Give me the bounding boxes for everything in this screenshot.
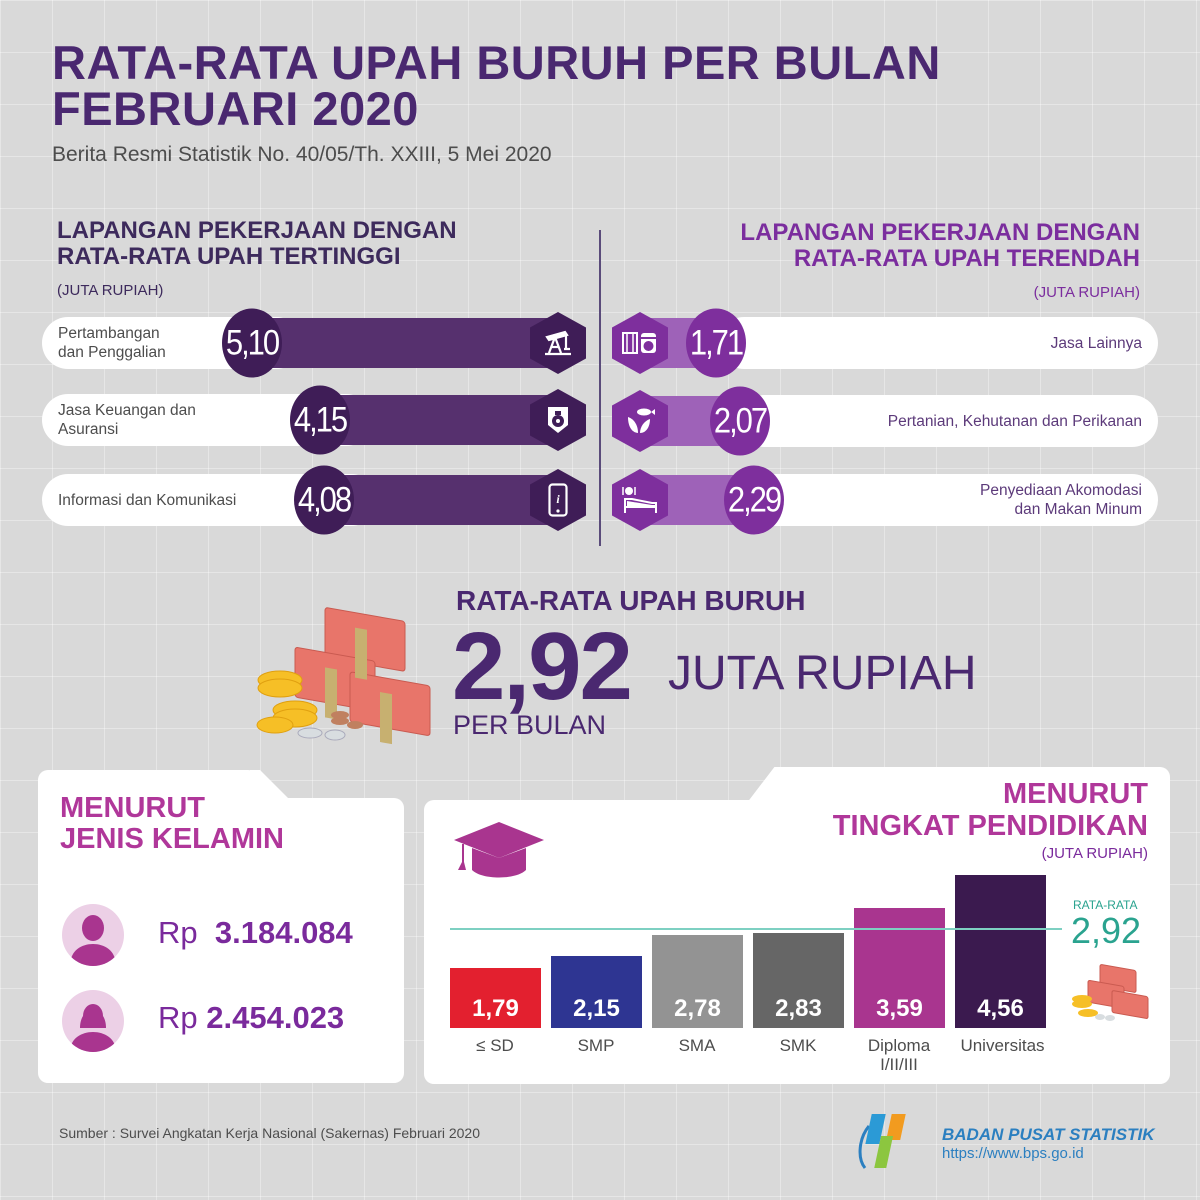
bar-sma: 2,78 <box>652 935 743 1028</box>
value-badge: 1,71 <box>686 308 746 378</box>
value-bar <box>252 318 562 368</box>
value-badge: 4,15 <box>290 385 350 455</box>
label-line-2: dan Penggalian <box>58 344 166 361</box>
label-line-2: dan Makan Minum <box>1014 501 1142 518</box>
average-per-month: PER BULAN <box>453 710 607 740</box>
label-line-1: ≤ SD <box>476 1036 514 1055</box>
unit-label: (JUTA RUPIAH) <box>1033 284 1140 301</box>
money-stack-illustration <box>255 585 440 745</box>
bar-diploma: 3,59 <box>854 908 945 1028</box>
value-bar <box>327 475 562 525</box>
label-line-1: Penyediaan Akomodasi <box>979 482 1142 499</box>
graduation-cap-icon <box>452 822 546 885</box>
category-label-sd: ≤ SD <box>445 1036 545 1055</box>
small-money-stack-illustration <box>1070 955 1152 1028</box>
bar-sd: 1,79 <box>450 968 541 1028</box>
label-line-1: Universitas <box>960 1036 1045 1055</box>
heading-line-2: RATA-RATA UPAH TERENDAH <box>793 245 1140 272</box>
male-wage-value: 3.184.084 <box>214 915 353 950</box>
heading-line-1: LAPANGAN PEKERJAAN DENGAN <box>57 217 457 244</box>
heading-line-1: LAPANGAN PEKERJAAN DENGAN <box>740 219 1140 246</box>
average-value: 2,92 <box>452 613 633 720</box>
highest-wage-heading: LAPANGAN PEKERJAAN DENGAN RATA-RATA UPAH… <box>57 218 457 304</box>
male-avatar-icon <box>62 904 124 966</box>
title-line-2: FEBRUARI 2020 <box>52 82 419 135</box>
currency-label: Rp <box>158 915 198 950</box>
row-label: Pertanian, Kehutanan dan Perikanan <box>738 395 1158 447</box>
heading-line-2: RATA-RATA UPAH TERTINGGI <box>57 243 401 270</box>
category-label-smk: SMK <box>748 1036 848 1055</box>
education-title: MENURUT TINGKAT PENDIDIKAN <box>833 778 1148 842</box>
bps-logo-icon <box>855 1108 935 1181</box>
value-badge: 2,29 <box>724 465 784 535</box>
education-unit: (JUTA RUPIAH) <box>1041 845 1148 862</box>
title-line-2: TINGKAT PENDIDIKAN <box>832 810 1148 842</box>
male-wage: Rp 3.184.084 <box>158 915 353 951</box>
lowest-wage-heading: LAPANGAN PEKERJAAN DENGAN RATA-RATA UPAH… <box>740 220 1140 306</box>
label-line-1: Pertanian, Kehutanan dan Perikanan <box>887 412 1142 430</box>
bar-smp: 2,15 <box>551 956 642 1028</box>
label-line-1: Pertambangan <box>58 325 160 342</box>
value-bar <box>322 395 562 445</box>
lowest-row-agriculture: Pertanian, Kehutanan dan Perikanan 2,07 <box>612 386 1158 456</box>
svg-text:i: i <box>556 492 560 506</box>
unit-label: (JUTA RUPIAH) <box>57 282 164 299</box>
value-badge: 5,10 <box>222 308 282 378</box>
category-label-universitas: Universitas <box>950 1036 1055 1055</box>
label-line-2: I/II/III <box>880 1055 918 1074</box>
value-badge: 2,07 <box>710 386 770 456</box>
highest-row-ict: Informasi dan Komunikasi 4,08 i <box>42 465 586 535</box>
label-line-1: Informasi dan Komunikasi <box>58 491 237 509</box>
row-label: Penyediaan Akomodasi dan Makan Minum <box>748 474 1158 526</box>
average-reference-line <box>450 928 1062 930</box>
female-wage-value: 2.454.023 <box>206 1000 345 1035</box>
source-note: Sumber : Survei Angkatan Kerja Nasional … <box>59 1125 480 1141</box>
education-bar-chart: 1,79 2,15 2,78 2,83 3,59 4,56 <box>450 870 1050 1028</box>
bar-universitas: 4,56 <box>955 875 1046 1028</box>
label-line-1: Diploma <box>867 1036 931 1055</box>
title-line-1: RATA-RATA UPAH BURUH PER BULAN <box>52 36 941 89</box>
label-line-1: SMP <box>577 1036 615 1055</box>
highest-row-mining: Pertambangan dan Penggalian 5,10 <box>42 308 586 378</box>
page-title: RATA-RATA UPAH BURUH PER BULAN FEBRUARI … <box>52 36 941 135</box>
bps-org-name: BADAN PUSAT STATISTIK <box>942 1125 1155 1144</box>
title-line-1: MENURUT <box>1003 778 1148 810</box>
category-label-smp: SMP <box>546 1036 646 1055</box>
label-line-1: Jasa Lainnya <box>1050 334 1142 352</box>
female-avatar-icon <box>62 990 124 1052</box>
gender-title: MENURUT JENIS KELAMIN <box>60 793 284 855</box>
label-line-1: Jasa Keuangan dan <box>58 402 196 419</box>
highest-row-finance: Jasa Keuangan dan Asuransi 4,15 <box>42 385 586 455</box>
reference-line-label: RATA-RATA <box>1073 898 1138 912</box>
bps-url-link[interactable]: https://www.bps.go.id <box>942 1145 1084 1162</box>
section-divider <box>599 230 601 546</box>
reference-line-value: 2,92 <box>1071 910 1142 951</box>
value-badge: 4,08 <box>294 465 354 535</box>
female-wage: Rp 2.454.023 <box>158 1000 344 1036</box>
label-line-1: SMK <box>779 1036 817 1055</box>
title-line-2: JENIS KELAMIN <box>60 823 284 855</box>
currency-label: Rp <box>158 1000 198 1035</box>
row-label: Jasa Lainnya <box>718 317 1158 369</box>
lowest-row-accommodation: Penyediaan Akomodasi dan Makan Minum 2,29 <box>612 465 1158 535</box>
bar-smk: 2,83 <box>753 933 844 1028</box>
title-line-1: MENURUT <box>60 792 205 824</box>
category-label-sma: SMA <box>647 1036 747 1055</box>
average-unit: JUTA RUPIAH <box>668 647 977 700</box>
lowest-row-other-services: Jasa Lainnya 1,71 <box>612 308 1158 378</box>
subtitle: Berita Resmi Statistik No. 40/05/Th. XXI… <box>52 143 552 166</box>
label-line-1: SMA <box>678 1036 716 1055</box>
category-label-diploma: Diploma I/II/III <box>849 1036 949 1074</box>
label-line-2: Asuransi <box>58 421 119 438</box>
average-label: RATA-RATA UPAH BURUH <box>456 585 806 616</box>
